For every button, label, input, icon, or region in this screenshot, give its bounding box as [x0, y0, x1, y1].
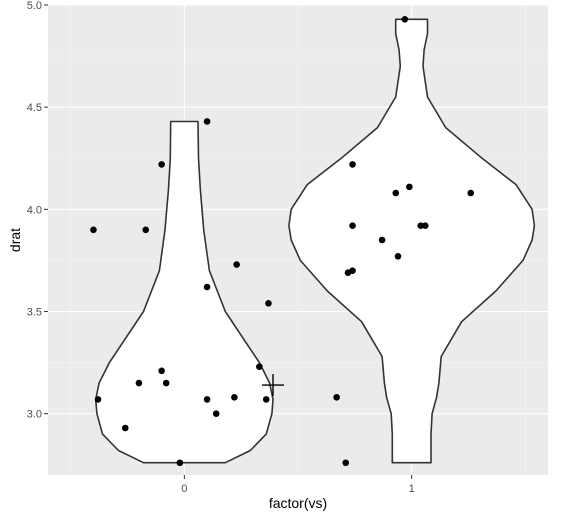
- data-point: [421, 222, 429, 229]
- data-point: [233, 261, 240, 268]
- data-point: [94, 396, 102, 403]
- data-point: [203, 283, 211, 291]
- data-point: [212, 410, 220, 417]
- data-point: [417, 222, 425, 229]
- y-tick-label: 3.0: [27, 409, 42, 421]
- data-point: [162, 379, 170, 387]
- violin-1: [288, 18, 536, 464]
- data-point: [392, 189, 400, 197]
- data-point: [342, 459, 350, 467]
- data-point: [349, 161, 356, 168]
- data-point: [90, 226, 97, 234]
- data-point: [265, 300, 272, 307]
- data-point: [256, 363, 263, 370]
- data-point: [142, 226, 150, 234]
- violins: [94, 18, 536, 464]
- y-tick-label: 3.5: [27, 307, 42, 319]
- data-point: [467, 189, 475, 197]
- y-tick-label: 4.0: [27, 204, 42, 216]
- y-axis-title: drat: [7, 228, 23, 252]
- data-point: [203, 396, 211, 403]
- data-point: [401, 16, 409, 23]
- data-point: [203, 118, 211, 125]
- data-point: [349, 267, 356, 274]
- y-tick-label: 5.0: [27, 0, 42, 12]
- y-axis-ticks: 3.0 3.5 4.0 4.5 5.0: [27, 0, 48, 421]
- data-point: [158, 161, 165, 168]
- x-axis-title: factor(vs): [269, 495, 327, 511]
- data-point: [176, 459, 184, 467]
- data-point: [406, 183, 413, 191]
- data-points: [90, 16, 475, 467]
- crosshair-cursor-icon: [262, 374, 284, 397]
- y-tick-label: 4.5: [27, 102, 42, 114]
- data-point: [231, 394, 238, 401]
- data-point: [121, 424, 129, 432]
- data-point: [158, 367, 165, 375]
- data-point: [349, 222, 356, 229]
- violin-0: [94, 120, 274, 464]
- data-point: [378, 236, 386, 244]
- data-point: [262, 396, 270, 403]
- x-tick-label: 1: [409, 483, 415, 495]
- data-point: [394, 253, 402, 260]
- x-tick-label: 0: [181, 483, 187, 495]
- data-point: [333, 394, 340, 401]
- data-point: [135, 379, 143, 387]
